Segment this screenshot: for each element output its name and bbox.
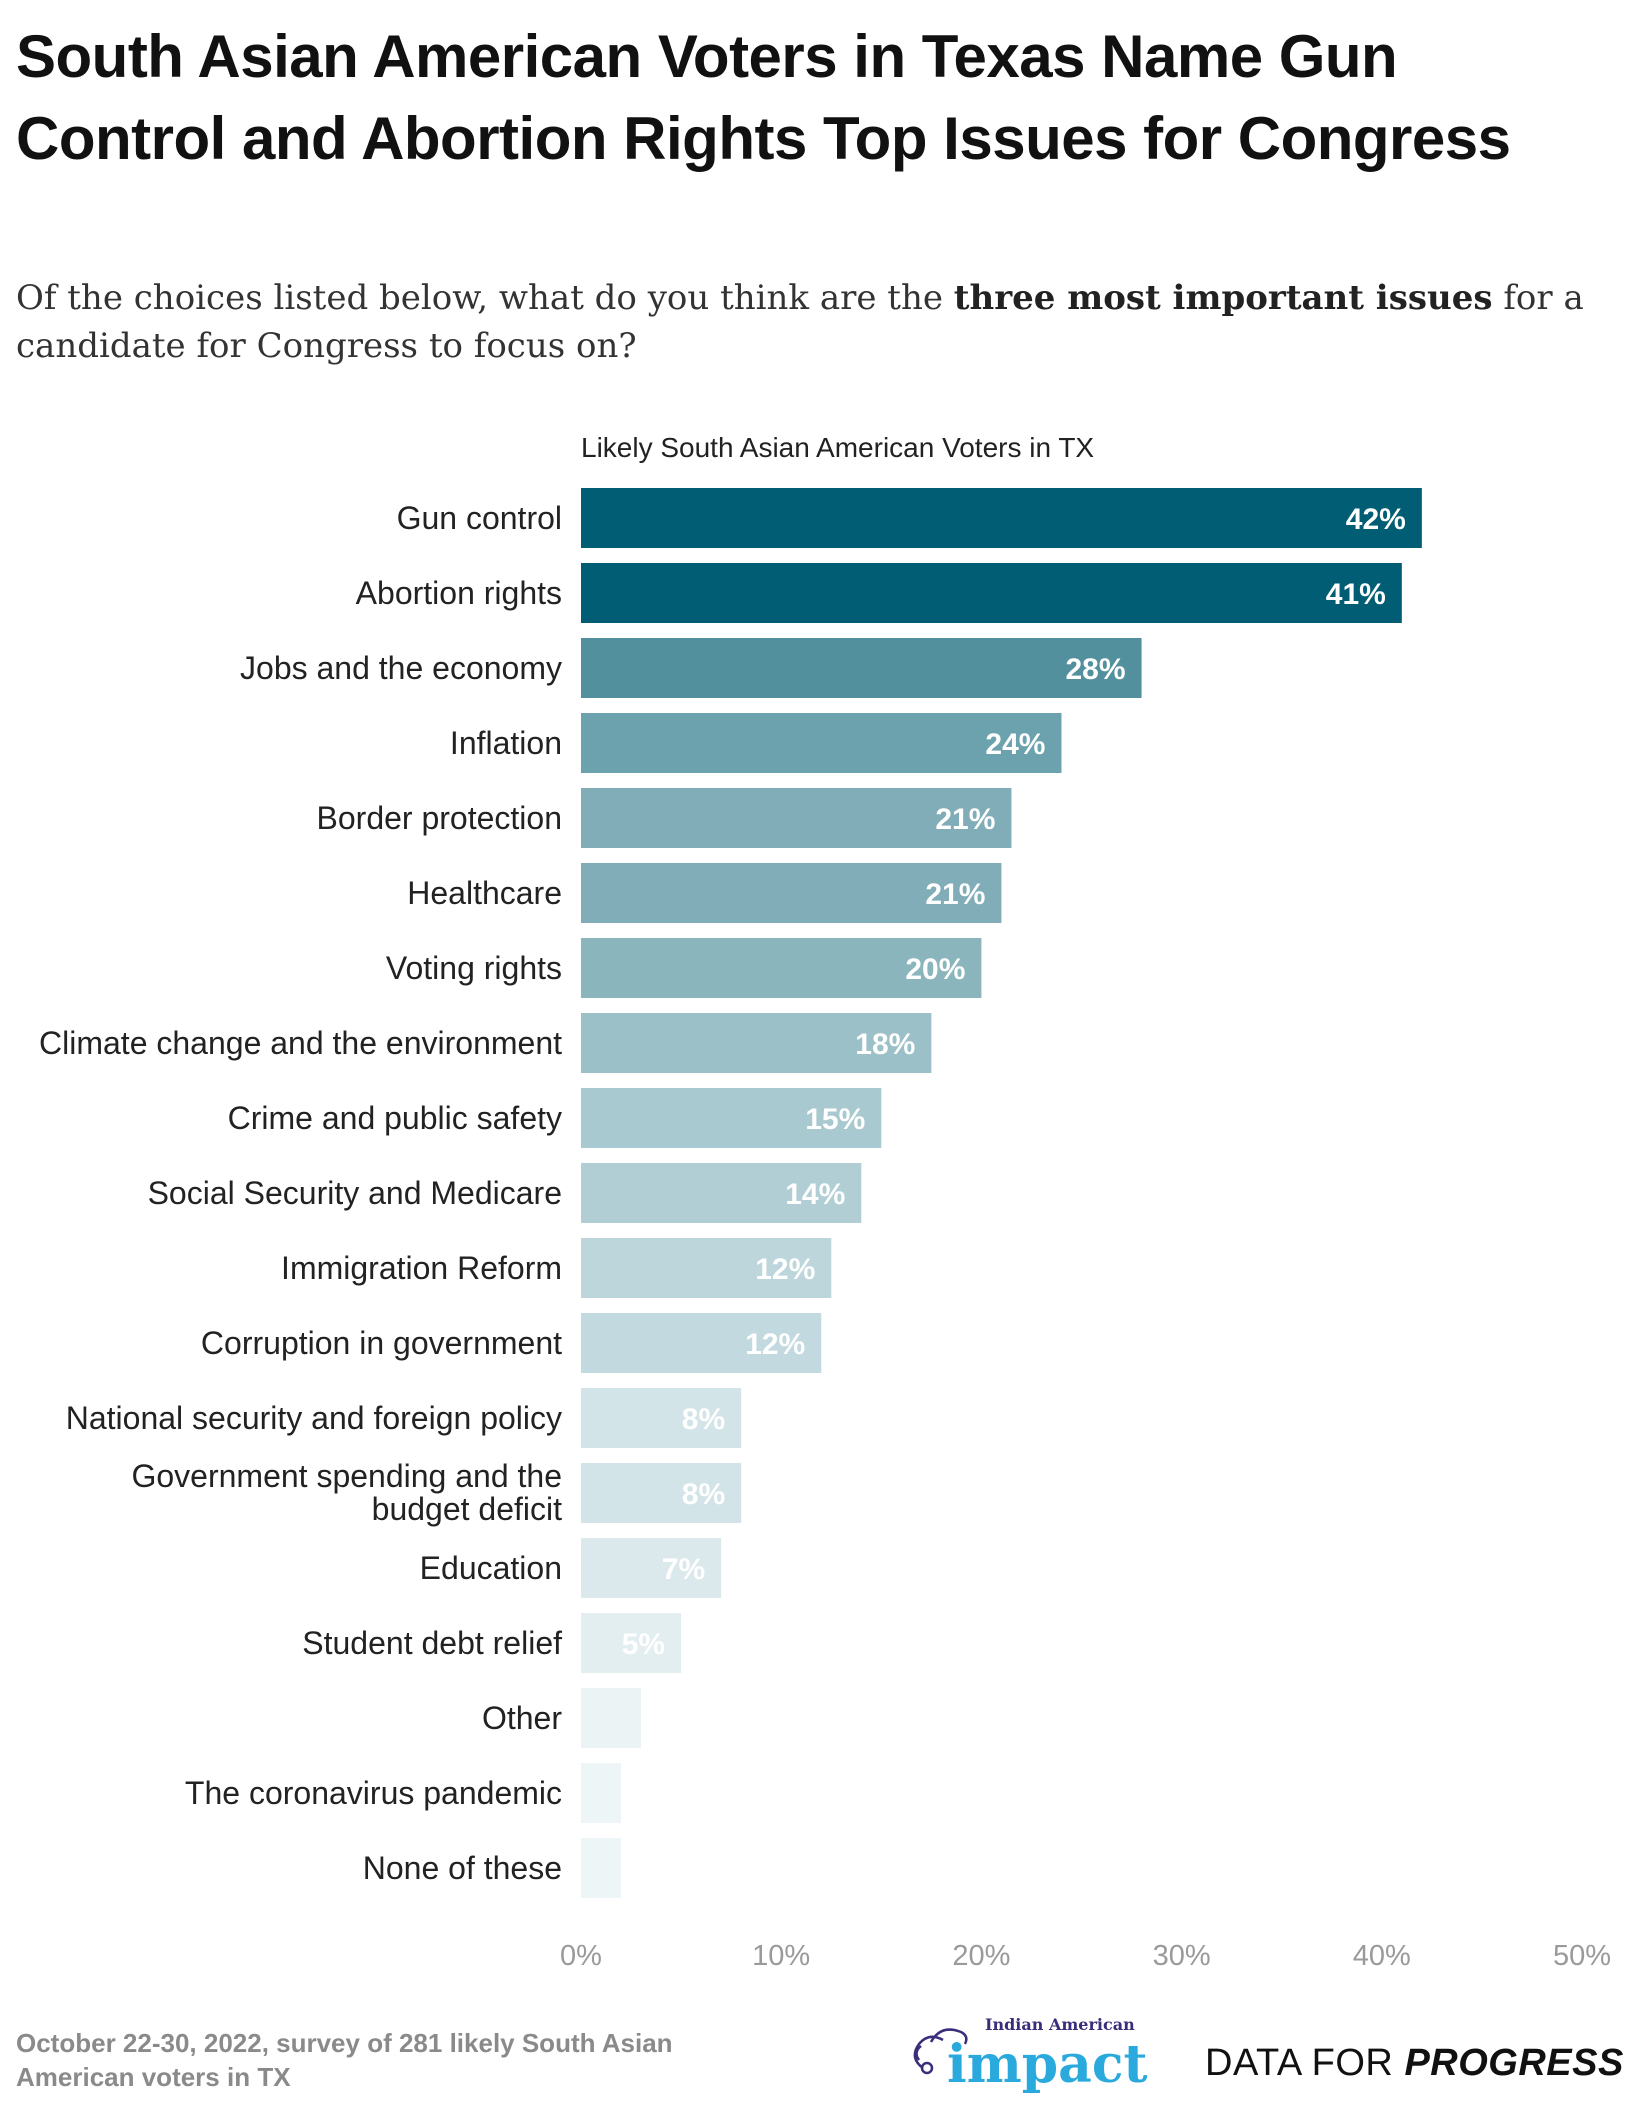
category-label-line: Government spending and the [131, 1458, 562, 1494]
x-tick-label-3: 30% [1153, 1940, 1211, 1972]
category-label-3: Inflation [450, 725, 562, 761]
category-label-0: Gun control [397, 500, 562, 536]
bar-8 [581, 1088, 882, 1148]
category-label-15: Student debt relief [302, 1625, 562, 1661]
bar-12 [581, 1388, 742, 1448]
data-label-5: 21% [925, 878, 985, 911]
data-label-6: 20% [905, 953, 965, 986]
data-label-3: 24% [985, 728, 1045, 761]
category-label-18: None of these [363, 1850, 562, 1886]
category-label-8: Crime and public safety [228, 1100, 562, 1136]
dfp-logo-bold: PROGRESS [1404, 2041, 1624, 2084]
bar-3 [581, 713, 1062, 773]
chart-title: South Asian American Voters in Texas Nam… [16, 23, 1511, 172]
bar-16 [581, 1688, 642, 1748]
x-tick-label-5: 50% [1553, 1940, 1611, 1972]
data-label-15: 5% [622, 1628, 665, 1661]
subtitle-bold: three most important issues [953, 278, 1493, 318]
bar-17 [581, 1763, 622, 1823]
category-label-7: Climate change and the environment [39, 1025, 562, 1061]
bar-6 [581, 938, 982, 998]
bar-10 [581, 1238, 832, 1298]
bar-9 [581, 1163, 862, 1223]
impact-logo-main: impact [947, 2034, 1148, 2095]
x-tick-label-4: 40% [1353, 1940, 1411, 1972]
bar-7 [581, 1013, 932, 1073]
bar-18 [581, 1838, 622, 1898]
bar-13 [581, 1463, 742, 1523]
category-label-6: Voting rights [386, 950, 562, 986]
data-label-0: 42% [1346, 503, 1406, 536]
data-label-13: 8% [682, 1478, 725, 1511]
x-tick-label-0: 0% [560, 1940, 602, 1972]
chart-subtitle: Of the choices listed below, what do you… [16, 274, 1616, 370]
category-label-5: Healthcare [407, 875, 562, 911]
subtitle-before: Of the choices listed below, what do you… [16, 278, 954, 318]
bar-11 [581, 1313, 822, 1373]
category-label-1: Abortion rights [356, 575, 562, 611]
data-label-10: 12% [755, 1253, 815, 1286]
category-label-2: Jobs and the economy [240, 650, 562, 686]
data-label-4: 21% [935, 803, 995, 836]
bar-4 [581, 788, 1012, 848]
data-label-2: 28% [1066, 653, 1126, 686]
bar-1 [581, 563, 1402, 623]
data-label-12: 8% [682, 1403, 725, 1436]
bar-15 [581, 1613, 682, 1673]
x-tick-label-2: 20% [952, 1940, 1010, 1972]
category-label-14: Education [420, 1550, 562, 1586]
data-label-11: 12% [745, 1328, 805, 1361]
category-label-13: Government spending and the budget defici… [131, 1458, 562, 1527]
category-label-16: Other [482, 1700, 562, 1736]
category-label-4: Border protection [317, 800, 562, 836]
category-label-9: Social Security and Medicare [148, 1175, 562, 1211]
data-label-8: 15% [805, 1103, 865, 1136]
bar-5 [581, 863, 1002, 923]
bar-chart: Likely South Asian American Voters in TX… [0, 420, 1640, 2000]
indian-american-impact-logo: Indian American impact [905, 2008, 1175, 2098]
dfp-logo-prefix: DATA FOR [1205, 2041, 1405, 2084]
dfp-logo-text: DATA FOR PROGRESS [1205, 2042, 1624, 2085]
x-tick-label-1: 10% [752, 1940, 810, 1972]
data-for-progress-logo: DATA FOR PROGRESS [1195, 2038, 1623, 2088]
category-label-10: Immigration Reform [281, 1250, 562, 1286]
series-label: Likely South Asian American Voters in TX [581, 432, 1094, 463]
impact-logo-top: Indian American [985, 2015, 1135, 2034]
bar-14 [581, 1538, 722, 1598]
impact-logo-icon: Indian American impact [913, 2015, 1148, 2095]
bar-chart-svg: Likely South Asian American Voters in TX… [39, 432, 1611, 1972]
category-label-line: budget deficit [372, 1491, 562, 1527]
bar-2 [581, 638, 1142, 698]
data-label-9: 14% [785, 1178, 845, 1211]
category-label-12: National security and foreign policy [66, 1400, 562, 1436]
data-label-14: 7% [662, 1553, 705, 1586]
data-label-7: 18% [855, 1028, 915, 1061]
subtitle-after: for a candidate for Congress to focus on… [16, 278, 1584, 366]
survey-note: October 22-30, 2022, survey of 281 likel… [16, 2028, 673, 2092]
category-label-11: Corruption in government [201, 1325, 562, 1361]
category-label-17: The coronavirus pandemic [185, 1775, 562, 1811]
data-label-1: 41% [1326, 578, 1386, 611]
bar-0 [581, 488, 1422, 548]
